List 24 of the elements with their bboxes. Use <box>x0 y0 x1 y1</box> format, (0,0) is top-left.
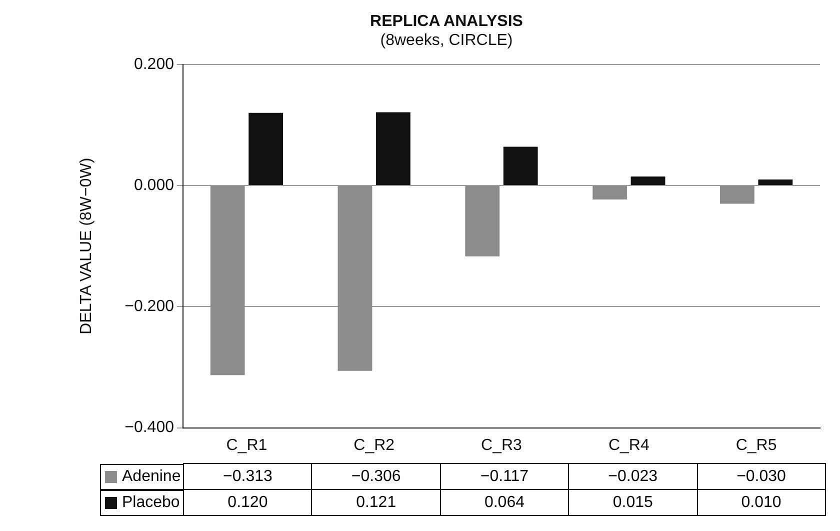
data-label: −0.117 <box>440 464 569 490</box>
data-label: 0.010 <box>697 490 826 516</box>
data-label: 0.015 <box>568 490 698 516</box>
chart-subtitle: (8weeks, CIRCLE) <box>380 32 513 50</box>
x-tick-label: C_R1 <box>226 436 268 454</box>
y-tick-label: −0.200 <box>124 298 174 316</box>
y-axis-title: DELTA VALUE (8W−0W) <box>78 158 96 334</box>
y-tick-label: 0.200 <box>134 56 174 73</box>
legend-label: Placebo <box>122 494 180 512</box>
x-tick-label: C_R5 <box>736 436 777 454</box>
chart-title: REPLICA ANALYSIS <box>370 13 524 30</box>
legend-label: Adenine <box>122 468 181 486</box>
y-tick-label: 0.000 <box>134 176 174 194</box>
data-label: −0.306 <box>312 464 440 490</box>
y-tick-label: −0.400 <box>124 419 174 436</box>
x-tick-label: C_R3 <box>481 436 522 454</box>
data-label: −0.030 <box>697 464 826 490</box>
data-label: −0.313 <box>184 464 312 490</box>
data-label: 0.121 <box>312 490 440 516</box>
data-label: 0.064 <box>440 490 569 516</box>
data-label: −0.023 <box>568 464 698 490</box>
x-tick-label: C_R2 <box>354 436 395 454</box>
x-tick-label: C_R4 <box>608 436 650 454</box>
data-label: 0.120 <box>184 490 312 516</box>
